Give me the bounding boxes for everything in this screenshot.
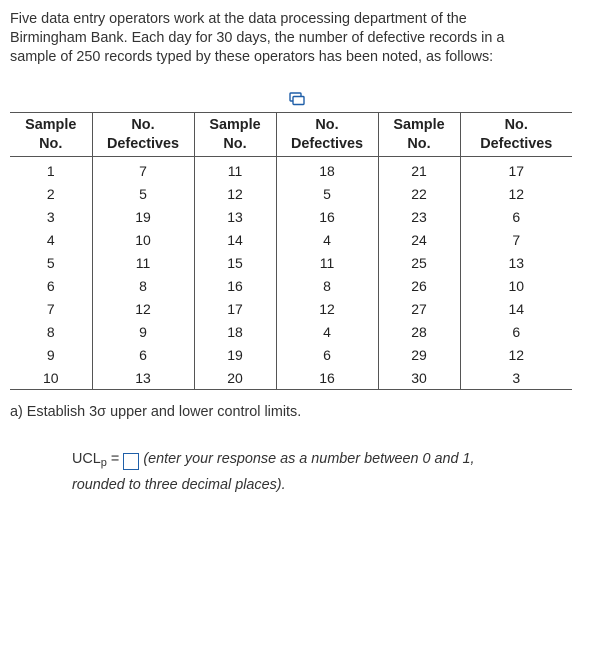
cell-sample-no: 7	[10, 297, 93, 320]
answer-row: UCLp = (enter your response as a number be…	[72, 448, 572, 496]
cell-defectives: 9	[92, 320, 195, 343]
table-row: 4 10 14 4 24 7	[10, 228, 572, 251]
equals-sign: =	[110, 451, 120, 467]
cell-defectives: 8	[276, 274, 379, 297]
cell-defectives: 6	[512, 323, 521, 340]
cell-sample-no: 11	[194, 156, 277, 182]
cell-sample-no: 13	[194, 205, 277, 228]
cell-sample-no: 23	[378, 205, 461, 228]
cell-sample-no: 5	[10, 251, 93, 274]
cell-sample-no: 8	[10, 320, 93, 343]
cell-defectives: 16	[276, 366, 379, 390]
cell-sample-no: 10	[10, 366, 93, 390]
cell-sample-no: 1	[10, 156, 93, 182]
cell-defectives: 12	[92, 297, 195, 320]
header-sample-no: Sample No.	[10, 112, 93, 157]
cell-defectives: 14	[508, 300, 525, 317]
cell-sample-no: 20	[194, 366, 277, 390]
table-row: 6 8 16 8 26 10	[10, 274, 572, 297]
header-no-defectives: No. Defectives	[276, 112, 379, 157]
cell-defectives: 6	[276, 343, 379, 366]
table-header-row: Sample No. No. Defectives Sample No. No. Def…	[10, 112, 572, 157]
table-row: 5 11 15 11 25 13	[10, 251, 572, 274]
cell-sample-no: 28	[378, 320, 461, 343]
answer-hint: rounded to three decimal places).	[72, 477, 286, 493]
cell-defectives: 10	[92, 228, 195, 251]
ucl-answer-input[interactable]	[123, 453, 140, 470]
cell-defectives: 7	[512, 231, 521, 248]
cell-defectives: 13	[92, 366, 195, 390]
cell-sample-no: 15	[194, 251, 277, 274]
copy-table-icon[interactable]	[289, 92, 305, 106]
cell-sample-no: 25	[378, 251, 461, 274]
cell-defectives: 4	[276, 228, 379, 251]
answer-hint: (enter your response as a number between…	[143, 451, 475, 467]
table-row: 3 19 13 16 23 6	[10, 205, 572, 228]
cell-sample-no: 18	[194, 320, 277, 343]
cell-defectives: 3	[460, 366, 572, 390]
cell-sample-no: 4	[10, 228, 93, 251]
ucl-label: UCLp	[72, 451, 107, 469]
cell-defectives: 11	[92, 251, 195, 274]
cell-sample-no: 21	[378, 156, 461, 182]
cell-defectives: 19	[92, 205, 195, 228]
cell-defectives: 5	[92, 182, 195, 205]
cell-defectives: 5	[276, 182, 379, 205]
cell-sample-no: 12	[194, 182, 277, 205]
table-row: 7 12 17 12 27 14	[10, 297, 572, 320]
cell-defectives: 7	[92, 156, 195, 182]
cell-defectives: 12	[508, 346, 525, 363]
cell-defectives: 4	[276, 320, 379, 343]
cell-defectives: 11	[276, 251, 379, 274]
header-sample-no: Sample No.	[194, 112, 277, 157]
cell-sample-no: 19	[194, 343, 277, 366]
cell-defectives: 17	[508, 162, 525, 179]
cell-sample-no: 14	[194, 228, 277, 251]
question-a: a) Establish 3σ upper and lower control …	[10, 404, 302, 420]
cell-defectives: 13	[508, 254, 525, 271]
cell-sample-no: 30	[378, 366, 461, 390]
table-row: 2 5 12 5 22 12	[10, 182, 572, 205]
cell-sample-no: 27	[378, 297, 461, 320]
table-row: 9 6 19 6 29 12	[10, 343, 572, 366]
header-sample-no: Sample No.	[378, 112, 461, 157]
cell-sample-no: 9	[10, 343, 93, 366]
cell-defectives: 12	[508, 185, 525, 202]
problem-line: Five data entry operators work at the da…	[10, 11, 467, 27]
problem-statement: Five data entry operators work at the da…	[10, 10, 580, 67]
cell-defectives: 12	[276, 297, 379, 320]
cell-defectives: 10	[508, 277, 525, 294]
cell-sample-no: 6	[10, 274, 93, 297]
problem-line: Birmingham Bank. Each day for 30 days, t…	[10, 30, 505, 46]
cell-sample-no: 29	[378, 343, 461, 366]
defectives-table: Sample No. No. Defectives Sample No. No. Def…	[10, 112, 572, 390]
cell-sample-no: 2	[10, 182, 93, 205]
cell-defectives: 8	[92, 274, 195, 297]
cell-sample-no: 26	[378, 274, 461, 297]
cell-sample-no: 24	[378, 228, 461, 251]
problem-line: sample of 250 records typed by these ope…	[10, 49, 494, 65]
cell-defectives: 6	[512, 208, 521, 225]
cell-defectives: 6	[92, 343, 195, 366]
cell-sample-no: 17	[194, 297, 277, 320]
table-row: 1 7 11 18 21 17	[10, 156, 572, 182]
header-no-defectives: No. Defectives	[460, 112, 572, 157]
cell-sample-no: 3	[10, 205, 93, 228]
cell-sample-no: 16	[194, 274, 277, 297]
cell-sample-no: 22	[378, 182, 461, 205]
table-row: 8 9 18 4 28 6	[10, 320, 572, 343]
table-row: 10 13 20 16 30 3	[10, 366, 572, 390]
header-no-defectives: No. Defectives	[92, 112, 195, 157]
cell-defectives: 18	[276, 156, 379, 182]
cell-defectives: 16	[276, 205, 379, 228]
